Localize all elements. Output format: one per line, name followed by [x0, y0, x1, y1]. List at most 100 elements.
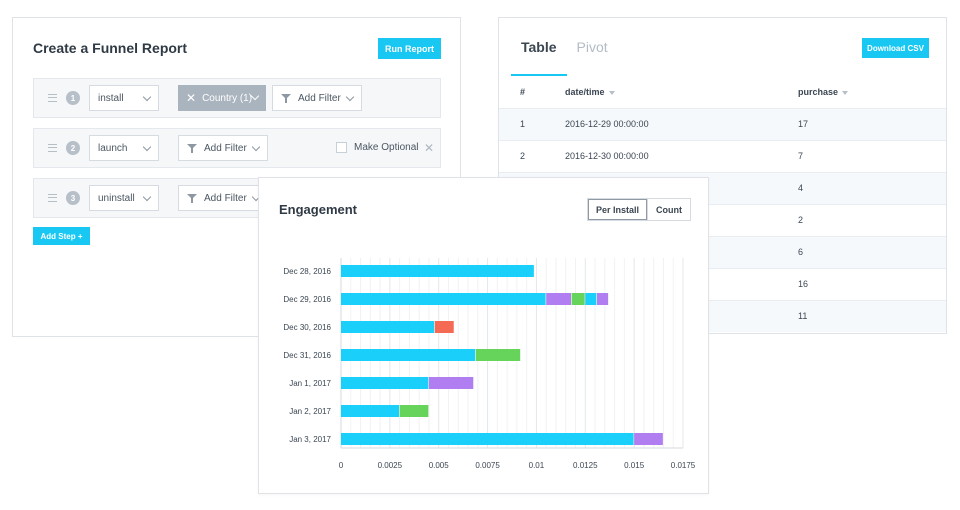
add-filter-button-2[interactable]: Add Filter	[178, 135, 268, 161]
y-category-label: Jan 3, 2017	[289, 435, 331, 444]
remove-filter-icon[interactable]: ✕	[186, 91, 197, 105]
make-optional-label: Make Optional	[354, 142, 419, 153]
add-filter-button-3[interactable]: Add Filter	[178, 185, 268, 211]
bar-segment[interactable]	[341, 433, 634, 445]
bar-segment[interactable]	[434, 321, 454, 333]
event-select-2[interactable]: launch	[89, 135, 159, 161]
cell-date: 2016-12-29 00:00:00	[545, 107, 778, 140]
tab-pivot[interactable]: Pivot	[576, 39, 608, 55]
column-header-date[interactable]: date/time	[545, 77, 778, 108]
bar-segment[interactable]	[399, 405, 429, 417]
bar-segment[interactable]	[585, 293, 597, 305]
filter-icon	[187, 193, 197, 203]
cell-purchase: 11	[778, 299, 946, 332]
cell-purchase: 17	[778, 107, 946, 140]
add-filter-label: Add Filter	[204, 142, 247, 154]
x-tick-label: 0.015	[624, 461, 645, 470]
tab-table[interactable]: Table	[511, 18, 567, 76]
cell-date: 2016-12-30 00:00:00	[545, 139, 778, 172]
table-row: 1 2016-12-29 00:00:00 17	[499, 107, 946, 140]
x-tick-label: 0	[339, 461, 344, 470]
run-report-button[interactable]: Run Report	[378, 38, 441, 59]
x-tick-label: 0.0025	[378, 461, 403, 470]
y-category-label: Jan 1, 2017	[289, 379, 331, 388]
y-category-label: Dec 30, 2016	[283, 323, 331, 332]
x-tick-label: 0.01	[529, 461, 545, 470]
country-filter-chip[interactable]: ✕ Country (1)	[178, 85, 266, 111]
column-header-purchase[interactable]: purchase	[778, 77, 946, 108]
x-tick-label: 0.0075	[475, 461, 500, 470]
chevron-down-icon	[142, 192, 152, 202]
table-header-row: # date/time purchase	[499, 77, 946, 108]
metric-toggle: Per Install Count	[587, 198, 692, 221]
event-select-1[interactable]: install	[89, 85, 159, 111]
drag-handle-icon[interactable]	[48, 194, 57, 202]
y-category-label: Dec 31, 2016	[283, 351, 331, 360]
bar-segment[interactable]	[428, 377, 474, 389]
make-optional-toggle[interactable]: Make Optional	[336, 142, 418, 153]
chevron-down-icon	[142, 92, 152, 102]
x-tick-label: 0.005	[429, 461, 450, 470]
filter-chip-label: Country (1)	[202, 92, 253, 104]
y-category-label: Dec 29, 2016	[283, 295, 331, 304]
y-category-label: Dec 28, 2016	[283, 267, 331, 276]
bar-segment[interactable]	[341, 349, 476, 361]
add-step-button[interactable]: Add Step +	[33, 227, 90, 245]
cell-purchase: 2	[778, 203, 946, 236]
event-select-value: uninstall	[98, 192, 135, 204]
view-tabs: Table Pivot	[511, 18, 618, 76]
bar-segment[interactable]	[475, 349, 521, 361]
bar-segment[interactable]	[341, 405, 400, 417]
make-optional-checkbox[interactable]	[336, 142, 347, 153]
bar-segment[interactable]	[571, 293, 585, 305]
sort-icon[interactable]	[608, 90, 615, 95]
chart-title: Engagement	[279, 202, 358, 217]
funnel-title: Create a Funnel Report	[33, 40, 188, 56]
drag-handle-icon[interactable]	[48, 144, 57, 152]
bar-segment[interactable]	[341, 265, 534, 277]
engagement-chart-panel: Engagement Per Install Count 0 0.0025 0.00…	[258, 177, 709, 494]
filter-icon	[281, 93, 291, 103]
column-header-purchase-label: purchase	[798, 87, 839, 98]
bar-segment[interactable]	[341, 321, 435, 333]
count-toggle[interactable]: Count	[648, 199, 691, 220]
engagement-bar-chart: 0 0.0025 0.005 0.0075 0.01 0.0125 0.015 0.0175 D…	[283, 258, 696, 470]
chevron-down-icon	[345, 92, 355, 102]
remove-step-icon[interactable]: ✕	[424, 141, 435, 155]
chevron-down-icon	[142, 142, 152, 152]
column-header-date-label: date/time	[565, 87, 605, 98]
add-filter-label: Add Filter	[298, 92, 341, 104]
cell-purchase: 6	[778, 235, 946, 268]
event-select-value: install	[98, 92, 124, 104]
sort-icon[interactable]	[842, 90, 849, 95]
cell-purchase: 7	[778, 139, 946, 172]
bar-segment[interactable]	[546, 293, 572, 305]
bar-segment[interactable]	[634, 433, 663, 445]
filter-icon	[187, 143, 197, 153]
x-tick-label: 0.0125	[573, 461, 598, 470]
column-header-index: #	[520, 87, 526, 98]
drag-handle-icon[interactable]	[48, 94, 57, 102]
event-select-value: launch	[98, 142, 128, 154]
add-filter-label: Add Filter	[204, 192, 247, 204]
step-number-badge: 2	[66, 141, 80, 155]
bar-segment[interactable]	[341, 293, 546, 305]
bar-segment[interactable]	[341, 377, 429, 389]
event-select-3[interactable]: uninstall	[89, 185, 159, 211]
table-row: 2 2016-12-30 00:00:00 7	[499, 139, 946, 172]
step-number-badge: 1	[66, 91, 80, 105]
cell-purchase: 16	[778, 267, 946, 300]
funnel-step-1: 1 install ✕ Country (1) Add Filter	[33, 78, 441, 118]
download-csv-button[interactable]: Download CSV	[862, 38, 929, 58]
bar-segment[interactable]	[597, 293, 609, 305]
step-number-badge: 3	[66, 191, 80, 205]
cell-purchase: 4	[778, 171, 946, 204]
funnel-step-2: 2 launch Add Filter Make Optional ✕	[33, 128, 441, 168]
per-install-toggle[interactable]: Per Install	[588, 199, 649, 220]
cell-index: 2	[499, 139, 545, 172]
cell-index: 1	[499, 107, 545, 140]
chevron-down-icon	[251, 142, 261, 152]
y-category-label: Jan 2, 2017	[289, 407, 331, 416]
add-filter-button-1[interactable]: Add Filter	[272, 85, 362, 111]
